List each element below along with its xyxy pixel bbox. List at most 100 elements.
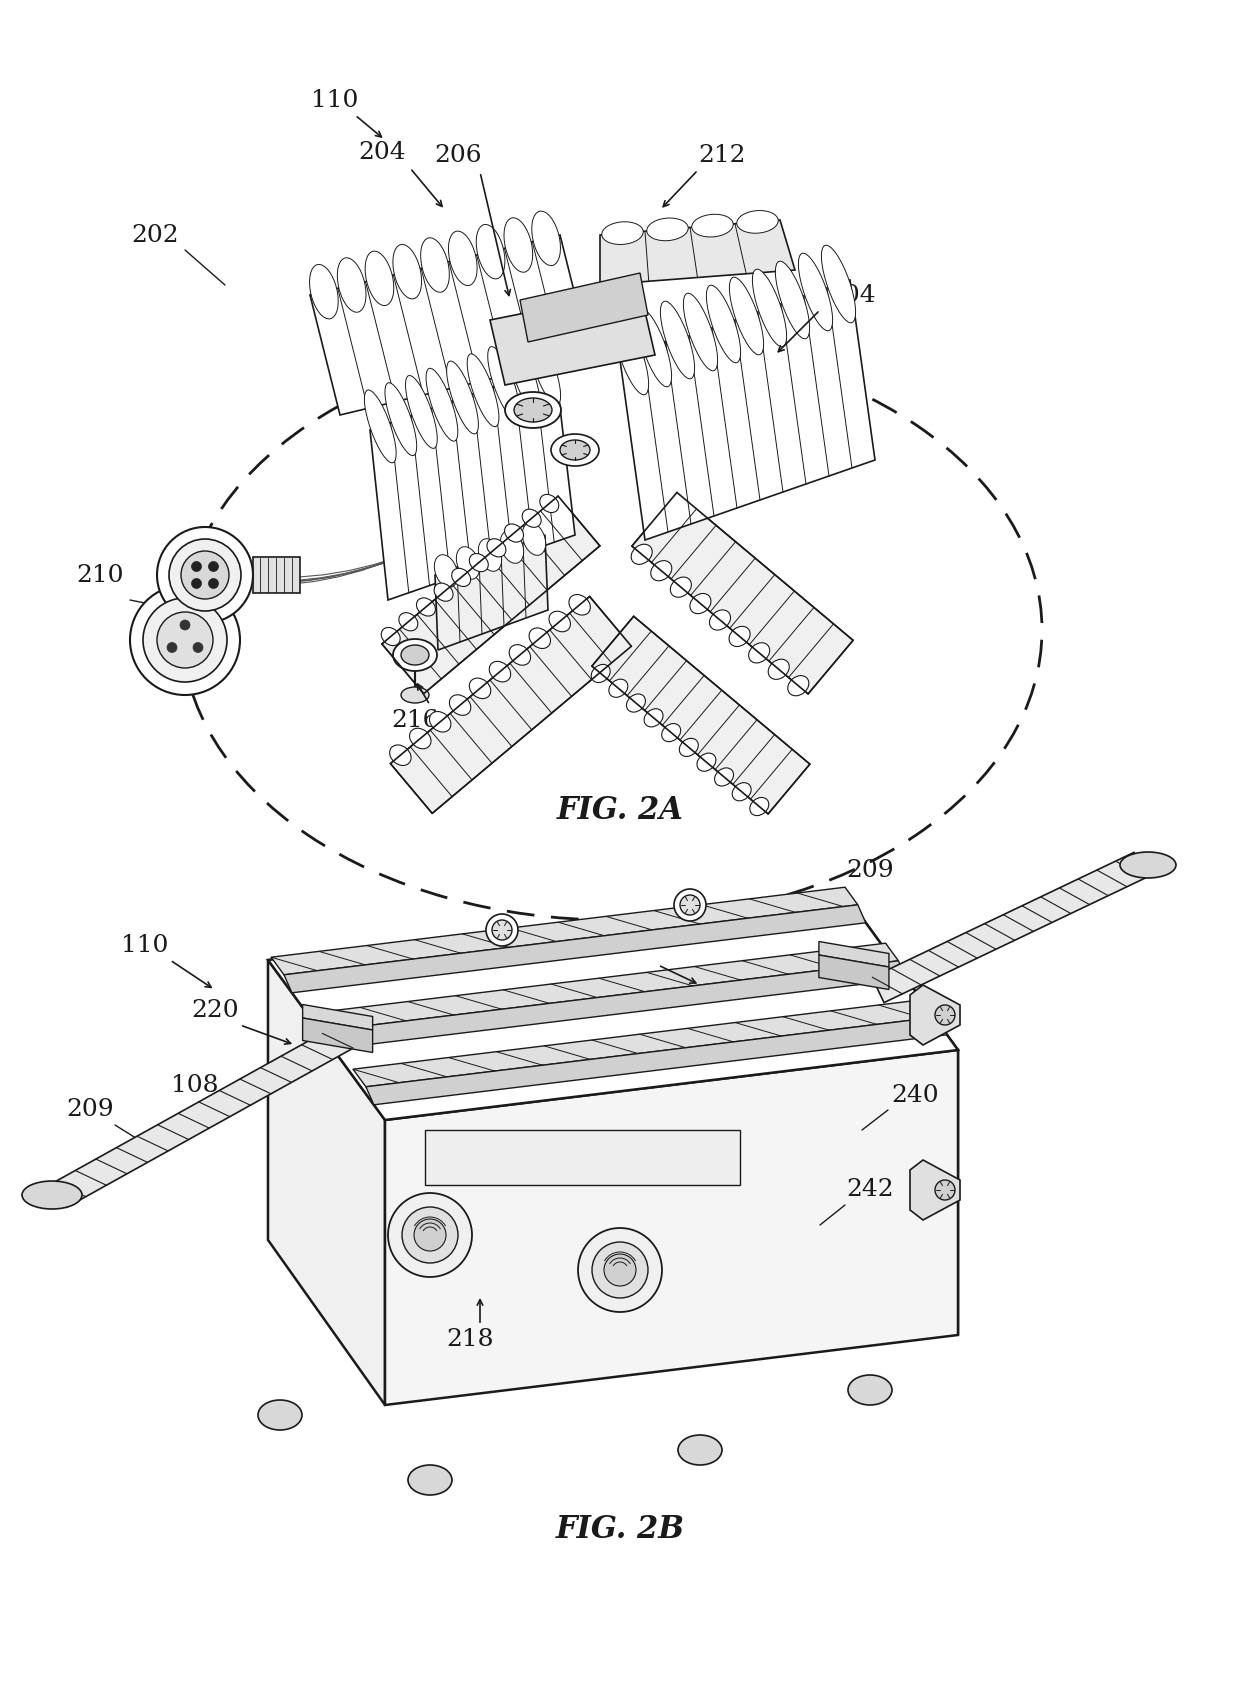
Ellipse shape — [560, 440, 590, 461]
Polygon shape — [620, 280, 875, 541]
Ellipse shape — [408, 1465, 453, 1494]
Ellipse shape — [644, 709, 663, 728]
Ellipse shape — [451, 568, 471, 586]
Polygon shape — [591, 617, 810, 814]
Text: 214: 214 — [144, 639, 192, 661]
Text: 202: 202 — [131, 223, 179, 246]
Polygon shape — [818, 955, 889, 989]
Ellipse shape — [709, 610, 730, 631]
Ellipse shape — [476, 224, 505, 279]
Ellipse shape — [689, 593, 711, 614]
Ellipse shape — [601, 221, 644, 245]
Ellipse shape — [515, 398, 552, 422]
Ellipse shape — [551, 434, 599, 466]
Ellipse shape — [508, 340, 541, 413]
Polygon shape — [382, 496, 600, 694]
Ellipse shape — [505, 524, 523, 542]
Ellipse shape — [420, 238, 449, 292]
Ellipse shape — [680, 894, 701, 915]
Ellipse shape — [310, 265, 339, 320]
Polygon shape — [435, 536, 548, 649]
Polygon shape — [325, 960, 906, 1049]
Ellipse shape — [637, 309, 672, 388]
Polygon shape — [391, 597, 631, 813]
Polygon shape — [272, 887, 858, 974]
Polygon shape — [284, 904, 866, 993]
Ellipse shape — [365, 252, 394, 306]
Ellipse shape — [429, 712, 451, 733]
Text: 220: 220 — [191, 998, 239, 1022]
Ellipse shape — [456, 547, 480, 580]
Polygon shape — [268, 891, 842, 1239]
Ellipse shape — [130, 585, 241, 695]
Ellipse shape — [604, 1255, 636, 1285]
Polygon shape — [842, 891, 959, 1334]
Polygon shape — [425, 1130, 740, 1185]
Ellipse shape — [671, 576, 692, 597]
Ellipse shape — [365, 389, 396, 462]
Ellipse shape — [749, 643, 770, 663]
Text: 110: 110 — [122, 933, 169, 957]
Text: 206: 206 — [434, 143, 482, 167]
Ellipse shape — [467, 354, 498, 427]
Polygon shape — [600, 219, 795, 286]
Ellipse shape — [591, 1243, 649, 1299]
Polygon shape — [910, 1159, 960, 1221]
Ellipse shape — [692, 214, 733, 236]
Ellipse shape — [469, 678, 491, 699]
Ellipse shape — [169, 539, 241, 610]
Ellipse shape — [729, 626, 750, 646]
Ellipse shape — [522, 510, 541, 527]
Ellipse shape — [434, 583, 453, 602]
Ellipse shape — [732, 782, 751, 801]
Text: 210: 210 — [76, 563, 124, 586]
Ellipse shape — [258, 1401, 303, 1430]
Ellipse shape — [405, 376, 438, 449]
Ellipse shape — [729, 277, 764, 355]
Text: 216: 216 — [392, 709, 439, 731]
Ellipse shape — [569, 595, 590, 615]
Text: 242: 242 — [846, 1178, 894, 1202]
Text: 110: 110 — [311, 88, 358, 112]
Ellipse shape — [714, 768, 734, 785]
Ellipse shape — [678, 1435, 722, 1465]
Ellipse shape — [208, 561, 218, 571]
Polygon shape — [910, 984, 960, 1046]
Polygon shape — [370, 366, 575, 600]
Ellipse shape — [337, 258, 366, 313]
Text: 204: 204 — [358, 141, 405, 163]
Polygon shape — [632, 493, 853, 694]
Ellipse shape — [935, 1180, 955, 1200]
Ellipse shape — [661, 301, 694, 379]
Ellipse shape — [697, 753, 715, 772]
Polygon shape — [53, 1023, 355, 1207]
Ellipse shape — [707, 286, 740, 362]
Ellipse shape — [737, 211, 779, 233]
Ellipse shape — [647, 218, 688, 241]
Ellipse shape — [167, 643, 177, 653]
Ellipse shape — [529, 627, 551, 648]
Ellipse shape — [191, 561, 202, 571]
Polygon shape — [520, 274, 649, 342]
Ellipse shape — [787, 675, 808, 695]
Ellipse shape — [414, 1219, 446, 1251]
Ellipse shape — [393, 245, 422, 299]
Polygon shape — [818, 942, 889, 967]
Ellipse shape — [539, 495, 559, 512]
Ellipse shape — [528, 332, 560, 405]
Ellipse shape — [208, 578, 218, 588]
Ellipse shape — [486, 915, 518, 945]
Ellipse shape — [775, 262, 810, 338]
Ellipse shape — [389, 745, 412, 765]
Text: FIG. 2A: FIG. 2A — [557, 794, 683, 826]
Ellipse shape — [143, 598, 227, 682]
Text: 218: 218 — [446, 1328, 494, 1352]
Ellipse shape — [532, 211, 560, 265]
Text: 209: 209 — [66, 1098, 114, 1122]
Ellipse shape — [402, 1207, 458, 1263]
Ellipse shape — [799, 253, 832, 332]
Ellipse shape — [501, 530, 523, 563]
Ellipse shape — [848, 1375, 892, 1404]
Text: 204: 204 — [828, 284, 875, 306]
Ellipse shape — [417, 598, 435, 615]
